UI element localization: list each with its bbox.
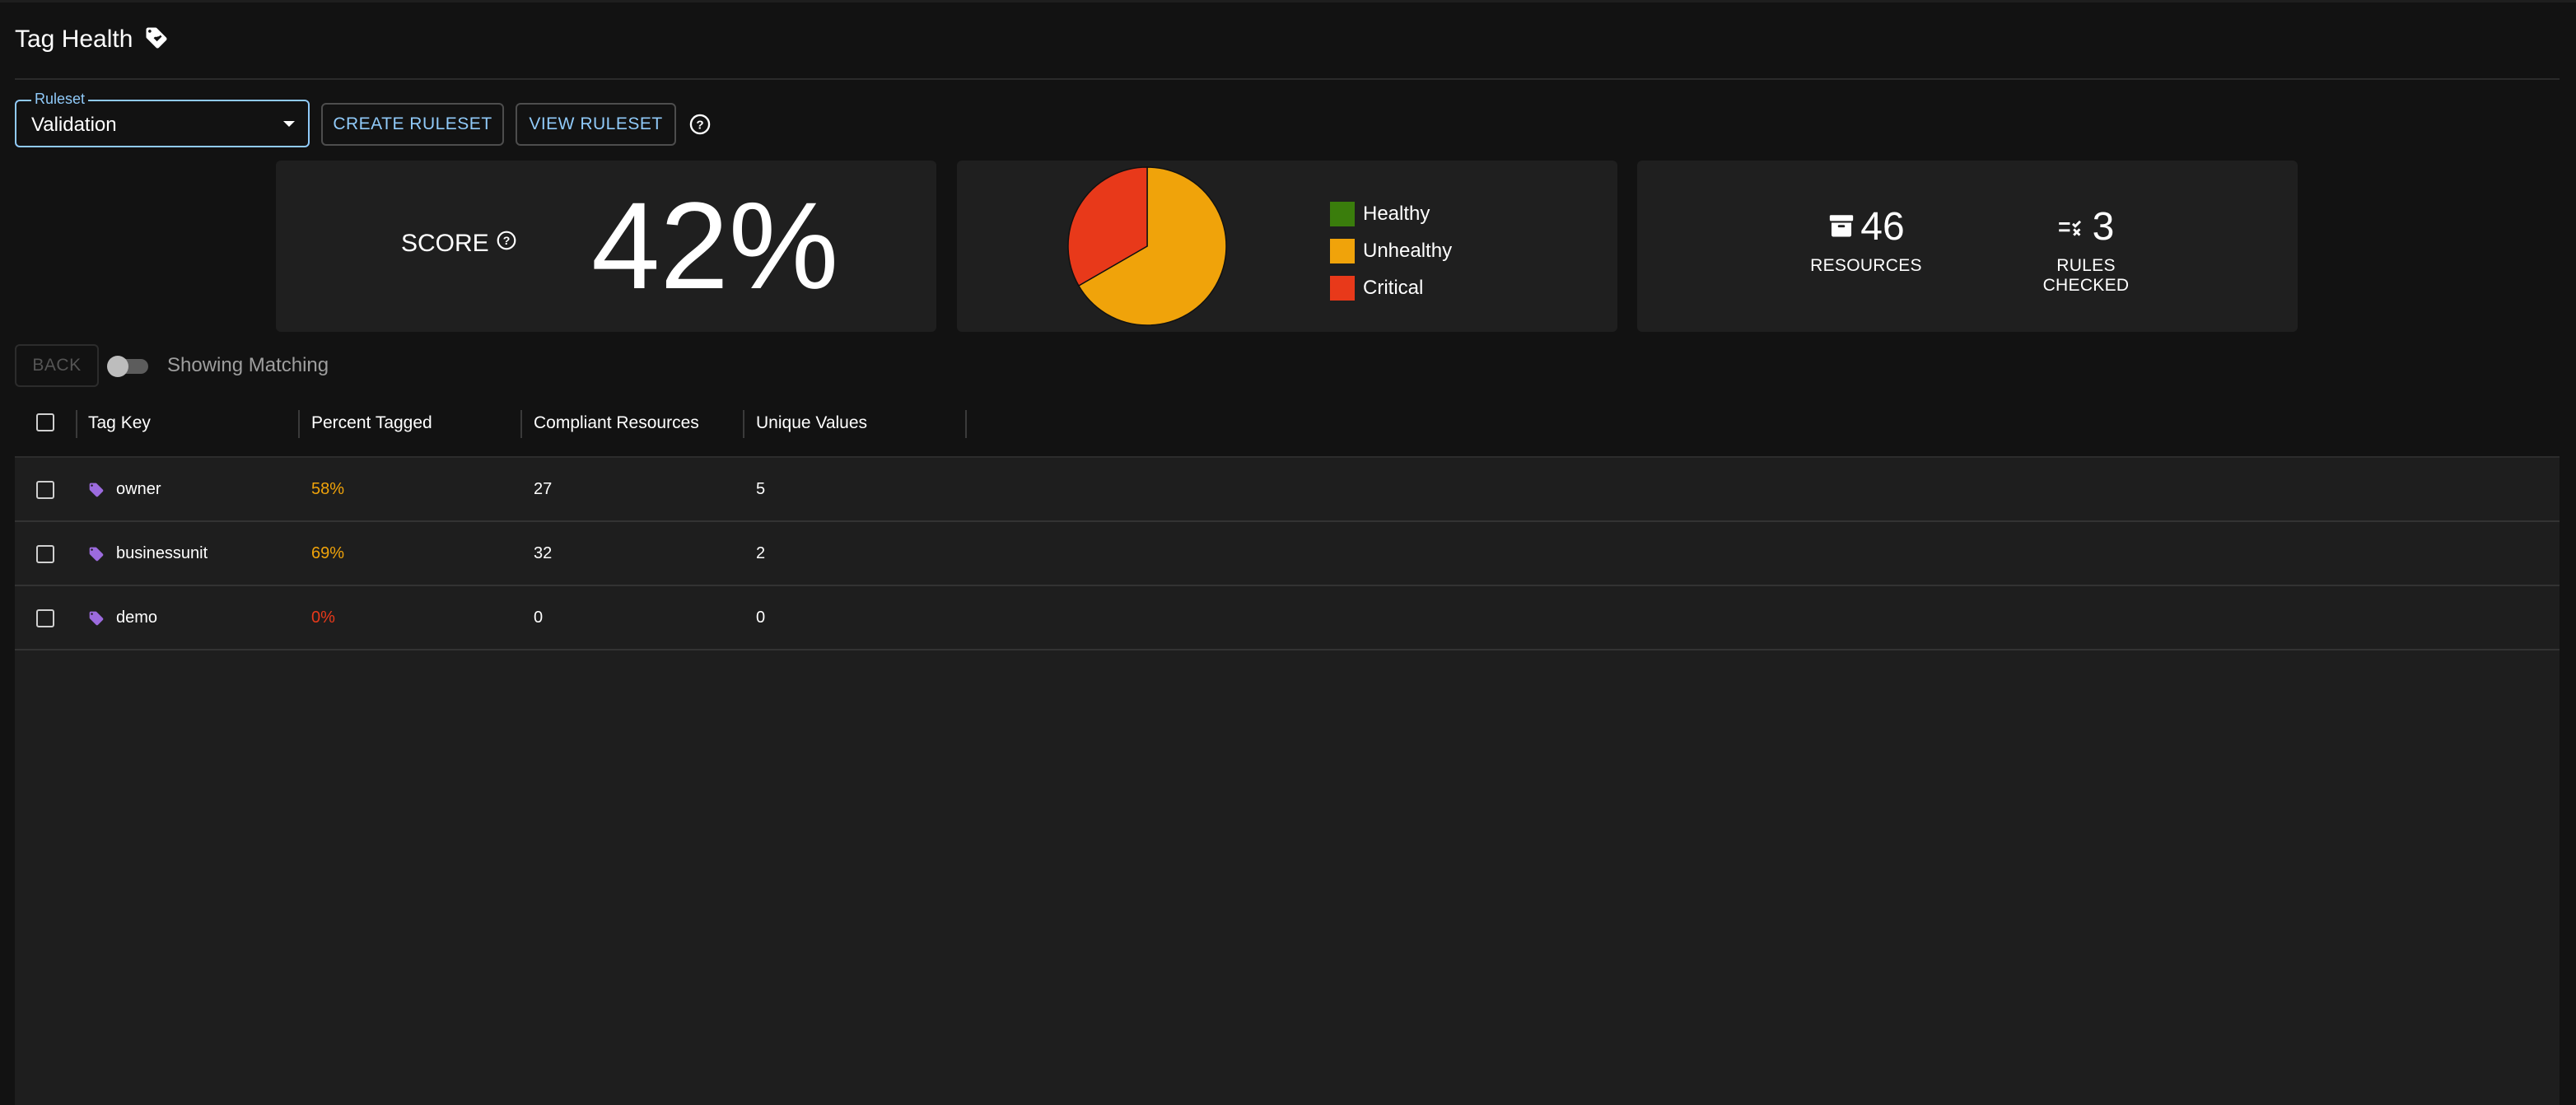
- column-header-compliant-resources[interactable]: Compliant Resources: [534, 413, 699, 432]
- legend-item-unhealthy: Unhealthy: [1330, 232, 1452, 269]
- score-value: 42%: [591, 176, 839, 315]
- rules-count: 3: [2092, 205, 2115, 249]
- legend-label-unhealthy: Unhealthy: [1363, 239, 1453, 262]
- page-title: Tag Health: [15, 26, 133, 53]
- legend-label-critical: Critical: [1363, 276, 1424, 299]
- column-header-unique-values[interactable]: Unique Values: [756, 413, 868, 432]
- page-header: Tag Health: [15, 21, 169, 58]
- column-separator[interactable]: [520, 410, 522, 438]
- pie-legend: Healthy Unhealthy Critical: [1330, 195, 1452, 306]
- rules-checked-stat: 3 RULES CHECKED: [2016, 207, 2156, 296]
- tag-key-label: businessunit: [116, 544, 208, 562]
- percent-tagged-cell: 58%: [311, 480, 345, 498]
- tag-icon: [89, 611, 104, 625]
- table-row[interactable]: owner 58% 27 5: [15, 458, 2560, 522]
- health-pie-card: Healthy Unhealthy Critical: [957, 161, 1617, 332]
- row-checkbox[interactable]: [36, 481, 54, 499]
- column-separator[interactable]: [965, 410, 967, 438]
- resources-stat: 46 RESOURCES: [1784, 207, 1948, 276]
- unique-values-cell: 2: [756, 544, 766, 562]
- create-ruleset-button[interactable]: CREATE RULESET: [321, 103, 504, 146]
- resources-label: RESOURCES: [1810, 256, 1922, 275]
- toggle-thumb: [107, 356, 128, 377]
- legend-swatch-critical: [1330, 275, 1355, 301]
- ruleset-value: Validation: [31, 114, 117, 136]
- tag-key-cell: businessunit: [88, 544, 208, 563]
- pie-slice-critical[interactable]: [1067, 166, 1148, 287]
- select-all-checkbox[interactable]: [36, 413, 54, 431]
- showing-matching-toggle[interactable]: [107, 356, 152, 377]
- tag-icon: [89, 547, 104, 561]
- column-header-tag-key[interactable]: Tag Key: [88, 413, 151, 432]
- compliant-resources-cell: 0: [534, 608, 544, 627]
- column-separator[interactable]: [743, 410, 744, 438]
- legend-item-healthy: Healthy: [1330, 195, 1452, 232]
- score-label-group: SCORE ?: [401, 230, 517, 258]
- row-checkbox[interactable]: [36, 545, 54, 563]
- rules-label: RULES CHECKED: [2042, 256, 2130, 295]
- score-label: SCORE: [401, 230, 489, 257]
- chevron-down-icon: [283, 121, 295, 127]
- table-row[interactable]: businessunit 69% 32 2: [15, 522, 2560, 586]
- row-checkbox[interactable]: [36, 609, 54, 627]
- tag-key-cell: demo: [88, 608, 157, 627]
- legend-label-healthy: Healthy: [1363, 202, 1430, 225]
- tag-icon: [144, 26, 169, 54]
- header-divider: [15, 78, 2560, 80]
- column-header-percent-tagged[interactable]: Percent Tagged: [311, 413, 432, 432]
- help-icon[interactable]: ?: [688, 113, 712, 140]
- rule-icon: [2058, 207, 2088, 248]
- legend-swatch-unhealthy: [1330, 238, 1355, 263]
- compliant-resources-cell: 32: [534, 544, 553, 562]
- table-row[interactable]: demo 0% 0 0: [15, 586, 2560, 650]
- score-help-icon[interactable]: ?: [496, 230, 517, 258]
- column-separator[interactable]: [298, 410, 300, 438]
- archive-icon: [1827, 207, 1855, 248]
- percent-tagged-cell: 69%: [311, 544, 345, 562]
- pie-slice-unhealthy[interactable]: [1077, 166, 1227, 326]
- health-pie-chart: [1067, 166, 1227, 326]
- back-button[interactable]: BACK: [15, 344, 99, 387]
- compliant-resources-cell: 27: [534, 480, 553, 498]
- unique-values-cell: 5: [756, 480, 766, 498]
- toggle-label: Showing Matching: [167, 354, 329, 376]
- resources-count: 46: [1860, 205, 1905, 249]
- unique-values-cell: 0: [756, 608, 766, 627]
- legend-swatch-healthy: [1330, 201, 1355, 226]
- column-separator[interactable]: [76, 410, 77, 438]
- ruleset-label: Ruleset: [31, 91, 89, 108]
- tag-icon: [89, 483, 104, 497]
- tag-key-cell: owner: [88, 480, 161, 499]
- legend-item-critical: Critical: [1330, 269, 1452, 306]
- percent-tagged-cell: 0%: [311, 608, 335, 627]
- table-header: Tag Key Percent Tagged Compliant Resourc…: [15, 390, 2560, 458]
- top-border: [0, 0, 2576, 2]
- tag-key-label: demo: [116, 608, 158, 627]
- view-ruleset-button[interactable]: VIEW RULESET: [516, 103, 676, 146]
- tag-table: Tag Key Percent Tagged Compliant Resourc…: [15, 390, 2560, 1105]
- score-card: SCORE ? 42%: [276, 161, 936, 332]
- svg-text:?: ?: [502, 234, 510, 247]
- svg-text:?: ?: [696, 118, 703, 132]
- ruleset-select[interactable]: Ruleset Validation: [15, 91, 310, 147]
- tag-key-label: owner: [116, 480, 161, 498]
- stats-card: 46 RESOURCES 3 RULES CHECKED: [1637, 161, 2298, 332]
